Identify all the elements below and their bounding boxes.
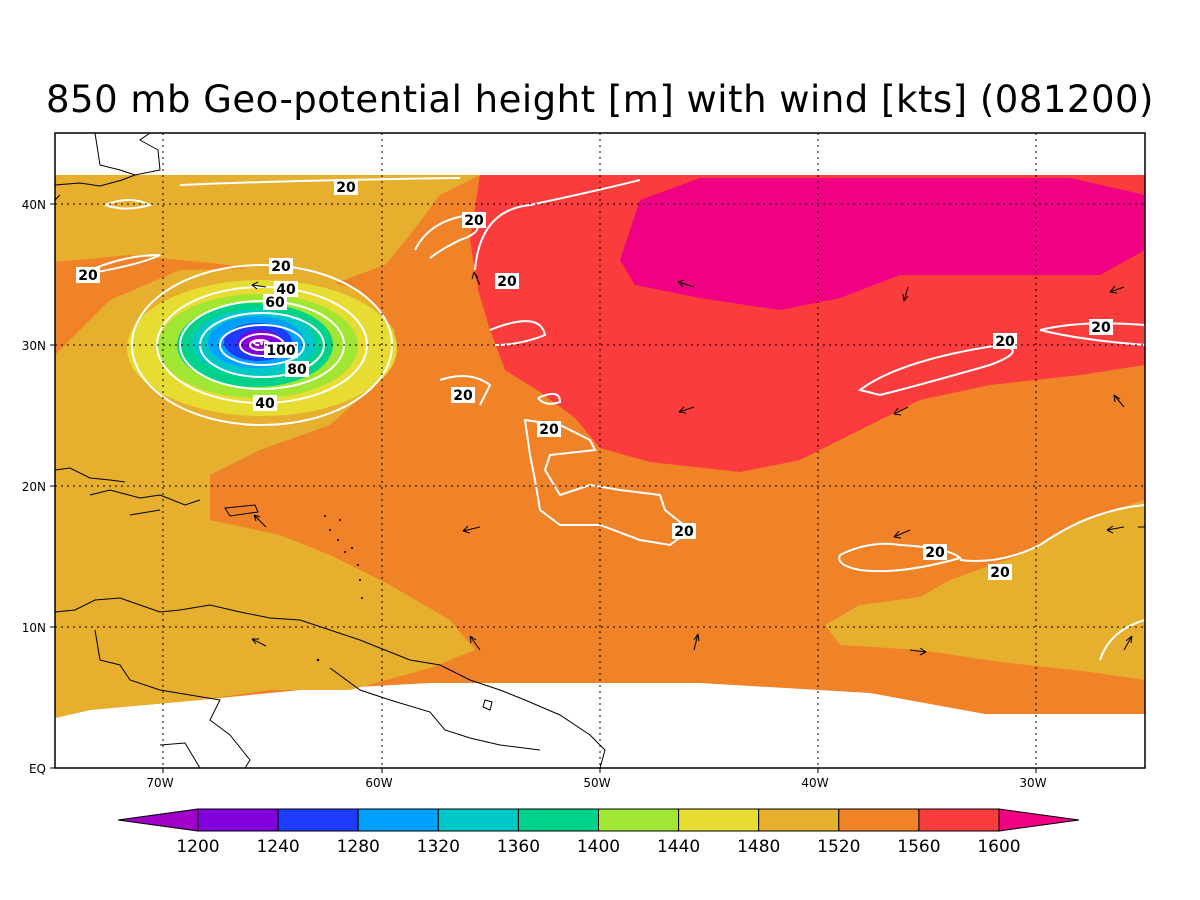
contour-labels: 20 20 20 20 40 60 100 80 40 20 20 20 20 bbox=[76, 179, 1113, 581]
x-tick-label: 60W bbox=[365, 776, 392, 790]
colorbar-segment bbox=[357, 808, 439, 832]
axis-ticks bbox=[50, 203, 1037, 773]
contour-label: 80 bbox=[287, 362, 307, 378]
x-tick-label: 30W bbox=[1019, 776, 1046, 790]
contour-label: 20 bbox=[78, 268, 98, 284]
colorbar-label: 1320 bbox=[417, 837, 460, 857]
graticule bbox=[55, 133, 1145, 768]
y-tick-label: 30N bbox=[22, 339, 46, 353]
contour-label: 40 bbox=[255, 396, 275, 412]
colorbar-segment bbox=[758, 808, 840, 832]
y-tick-label: 10N bbox=[22, 621, 46, 635]
islands bbox=[316, 515, 363, 662]
colorbar-segment bbox=[277, 808, 359, 832]
y-tick-label: 20N bbox=[22, 480, 46, 494]
colorbar: 1200 1240 1280 1320 1360 1400 1440 1480 1520 1560… bbox=[117, 808, 1080, 857]
colorbar-segment bbox=[517, 808, 600, 832]
height-field-1480-west bbox=[55, 175, 480, 285]
contour-label: 20 bbox=[464, 213, 484, 229]
colorbar-label: 1360 bbox=[497, 837, 540, 857]
wind-vectors bbox=[251, 271, 1145, 656]
colorbar-label: 1440 bbox=[657, 837, 700, 857]
x-tick-label: 70W bbox=[146, 776, 173, 790]
colorbar-arrow-high bbox=[998, 808, 1080, 832]
contour-label: 20 bbox=[990, 565, 1010, 581]
contour-label: 20 bbox=[453, 388, 473, 404]
colorbar-label: 1280 bbox=[337, 837, 380, 857]
coastlines bbox=[55, 133, 606, 768]
contour-label: 20 bbox=[539, 422, 559, 438]
y-tick-label: 40N bbox=[22, 198, 46, 212]
colorbar-segment bbox=[437, 808, 519, 832]
contour-label: 20 bbox=[925, 545, 945, 561]
colorbar-label: 1520 bbox=[817, 837, 860, 857]
contour-label: 100 bbox=[266, 343, 295, 359]
y-axis-labels: 40N 30N 20N 10N EQ bbox=[22, 198, 46, 776]
contour-label: 20 bbox=[1091, 320, 1111, 336]
colorbar-label: 1400 bbox=[577, 837, 620, 857]
x-tick-label: 40W bbox=[801, 776, 828, 790]
colorbar-labels: 1200 1240 1280 1320 1360 1400 1440 1480 1520 1560… bbox=[176, 837, 1020, 857]
height-field-1600 bbox=[620, 178, 1145, 310]
colorbar-label: 1200 bbox=[176, 837, 219, 857]
colorbar-label: 1600 bbox=[977, 837, 1020, 857]
x-tick-label: 50W bbox=[583, 776, 610, 790]
contour-label: 20 bbox=[995, 334, 1015, 350]
colorbar-segment bbox=[678, 808, 760, 832]
contour-label: 20 bbox=[271, 259, 291, 275]
colorbar-arrow-low bbox=[117, 808, 199, 832]
map-title: 850 mb Geo-potential height [m] with win… bbox=[46, 78, 1154, 121]
colorbar-segment bbox=[598, 808, 680, 832]
colorbar-segment bbox=[197, 808, 279, 832]
map-plot-area: 20 20 20 20 40 60 100 80 40 20 20 20 20 bbox=[55, 133, 1145, 768]
contour-label: 20 bbox=[336, 180, 356, 196]
colorbar-label: 1240 bbox=[256, 837, 299, 857]
colorbar-label: 1560 bbox=[897, 837, 940, 857]
colorbar-segments bbox=[117, 808, 1080, 832]
y-tick-label: EQ bbox=[29, 762, 46, 776]
x-axis-labels: 70W 60W 50W 40W 30W bbox=[146, 776, 1046, 790]
colorbar-segment bbox=[918, 808, 1000, 832]
contour-label: 60 bbox=[265, 295, 285, 311]
contour-label: 20 bbox=[674, 524, 694, 540]
colorbar-label: 1480 bbox=[737, 837, 780, 857]
colorbar-segment bbox=[838, 808, 920, 832]
contour-label: 20 bbox=[497, 274, 517, 290]
height-field-1480-southeast bbox=[825, 500, 1145, 680]
